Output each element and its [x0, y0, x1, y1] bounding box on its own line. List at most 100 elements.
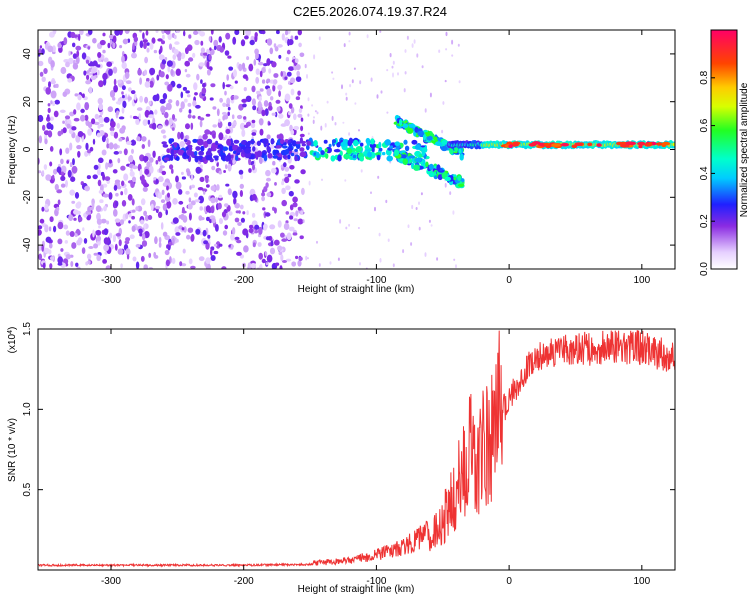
heatmap-cell	[44, 138, 48, 145]
snr-y-tick-label: 1.5	[22, 322, 33, 336]
heatmap-cell	[182, 215, 188, 223]
heatmap-cell	[146, 47, 150, 53]
heatmap-cell	[69, 231, 75, 237]
heatmap-cell	[157, 38, 163, 42]
snr-multiplier-close: )	[7, 327, 18, 330]
heatmap-cell	[353, 139, 359, 147]
heatmap-cell	[141, 136, 147, 142]
heatmap-cell	[76, 102, 81, 111]
heatmap-cell	[299, 133, 305, 138]
heatmap-cell	[181, 227, 185, 231]
heatmap-cell	[131, 52, 137, 59]
heatmap-cell	[70, 261, 74, 267]
heatmap-cell	[155, 178, 159, 185]
heatmap-cell	[192, 100, 197, 107]
heatmap-cell	[180, 91, 184, 99]
heatmap-cell	[54, 99, 60, 105]
heatmap-cell	[240, 39, 246, 47]
heatmap-cell	[285, 185, 291, 191]
heatmap-cell	[100, 218, 107, 224]
heatmap-cell	[225, 32, 231, 40]
heatmap-cell	[129, 234, 135, 239]
heatmap-cell	[300, 125, 304, 132]
heatmap-cell	[96, 64, 101, 68]
heatmap-cell	[288, 39, 294, 46]
heatmap-cell	[222, 115, 226, 121]
heatmap-cell	[403, 88, 406, 93]
heatmap-cell	[64, 115, 71, 120]
heatmap-cell	[188, 57, 194, 62]
heatmap-cell	[172, 54, 177, 60]
heatmap-cell	[45, 87, 51, 95]
heatmap-cell	[203, 240, 209, 245]
heatmap-cell	[103, 57, 109, 63]
heatmap-cell	[286, 232, 292, 241]
heatmap-cell	[351, 79, 354, 84]
heatmap-cell	[108, 35, 114, 39]
spectrogram-x-tick-label: -200	[234, 275, 254, 286]
heatmap-cell	[435, 141, 442, 146]
heatmap-cell	[142, 186, 148, 192]
heatmap-cell	[219, 46, 224, 53]
heatmap-cell	[256, 110, 263, 114]
heatmap-cell	[353, 67, 356, 70]
heatmap-cell	[185, 73, 191, 78]
heatmap-cell	[166, 60, 173, 67]
heatmap-cell	[342, 121, 345, 124]
heatmap-cell	[337, 257, 340, 261]
heatmap-cell	[141, 232, 146, 241]
heatmap-cell	[39, 71, 44, 77]
heatmap-cell	[161, 30, 165, 34]
heatmap-cell	[98, 225, 101, 229]
heatmap-cell	[126, 253, 130, 260]
heatmap-cell	[74, 93, 79, 97]
heatmap-cell	[121, 180, 125, 187]
heatmap-cell	[230, 95, 234, 101]
heatmap-cell	[637, 141, 646, 146]
heatmap-cell	[128, 213, 132, 218]
heatmap-cell	[140, 255, 145, 262]
heatmap-cell	[218, 194, 223, 199]
heatmap-cell	[188, 197, 192, 203]
heatmap-cell	[181, 263, 187, 267]
snr-x-tick-label: 0	[506, 576, 512, 587]
heatmap-cell	[173, 49, 179, 55]
heatmap-cell	[152, 150, 156, 158]
heatmap-cell	[139, 40, 144, 49]
heatmap-cell	[103, 237, 110, 245]
spectrogram-x-label: Height of straight line (km)	[298, 284, 415, 295]
heatmap-cell	[199, 206, 203, 211]
heatmap-cell	[54, 183, 59, 191]
heatmap-cell	[171, 257, 176, 264]
heatmap-cell	[205, 155, 213, 161]
heatmap-cell	[458, 183, 465, 187]
heatmap-cell	[222, 102, 227, 108]
heatmap-cell	[288, 190, 294, 197]
heatmap-cell	[242, 211, 246, 215]
heatmap-cell	[96, 254, 102, 262]
heatmap-cell	[47, 130, 53, 138]
heatmap-cell	[170, 148, 174, 156]
heatmap-cell	[436, 257, 439, 261]
heatmap-cell	[233, 197, 237, 205]
heatmap-cell	[265, 169, 271, 177]
heatmap-cell	[333, 149, 341, 153]
heatmap-cell	[145, 30, 149, 36]
heatmap-cell	[159, 71, 165, 78]
heatmap-cell	[131, 198, 135, 206]
heatmap-cell	[196, 73, 200, 81]
heatmap-cell	[204, 211, 208, 215]
heatmap-cell	[339, 219, 342, 224]
heatmap-cell	[151, 37, 156, 44]
heatmap-cell	[190, 200, 196, 206]
heatmap-cell	[105, 162, 109, 170]
heatmap-cell	[107, 162, 114, 168]
heatmap-cell	[210, 255, 216, 261]
heatmap-cell	[297, 113, 303, 118]
heatmap-cell	[393, 149, 400, 156]
heatmap-cell	[84, 102, 90, 111]
heatmap-cell	[359, 156, 365, 162]
heatmap-cell	[234, 217, 240, 223]
heatmap-cell	[236, 114, 243, 120]
heatmap-cell	[56, 189, 63, 194]
